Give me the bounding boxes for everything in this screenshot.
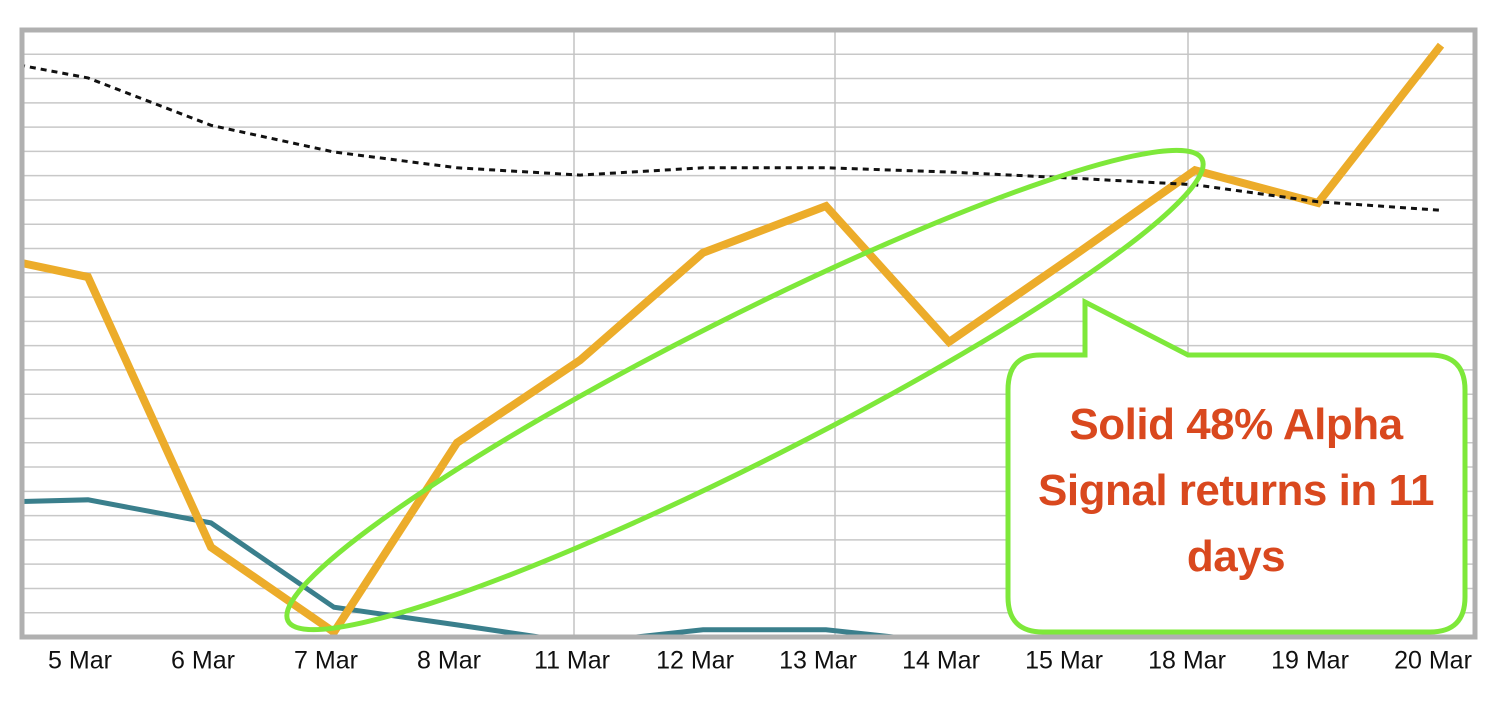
x-tick-label: 7 Mar — [294, 647, 358, 675]
highlight-ellipse — [284, 147, 1206, 633]
series-line — [22, 497, 917, 637]
callout-box — [1005, 297, 1468, 635]
x-tick-label: 20 Mar — [1394, 647, 1472, 675]
x-tick-label: 15 Mar — [1025, 647, 1103, 675]
x-tick-label: 8 Mar — [417, 647, 481, 675]
x-axis: 5 Mar 6 Mar 7 Mar 8 Mar 11 Mar 12 Mar 13 Mar 14… — [48, 647, 1472, 675]
x-tick-label: 5 Mar — [48, 647, 112, 675]
x-tick-label: 19 Mar — [1271, 647, 1349, 675]
x-tick-label: 11 Mar — [534, 647, 610, 675]
x-tick-label: 14 Mar — [902, 647, 980, 675]
plot-border — [19, 27, 1478, 640]
x-tick-label: 12 Mar — [656, 647, 734, 675]
x-tick-label: 18 Mar — [1148, 647, 1226, 675]
callout-text: Solid 48% Alpha Signal returns in 11 day… — [1038, 400, 1434, 581]
x-tick-label: 13 Mar — [779, 647, 857, 675]
grid — [22, 29, 1475, 638]
series-line — [22, 42, 1445, 637]
x-tick-label: 6 Mar — [171, 647, 235, 675]
